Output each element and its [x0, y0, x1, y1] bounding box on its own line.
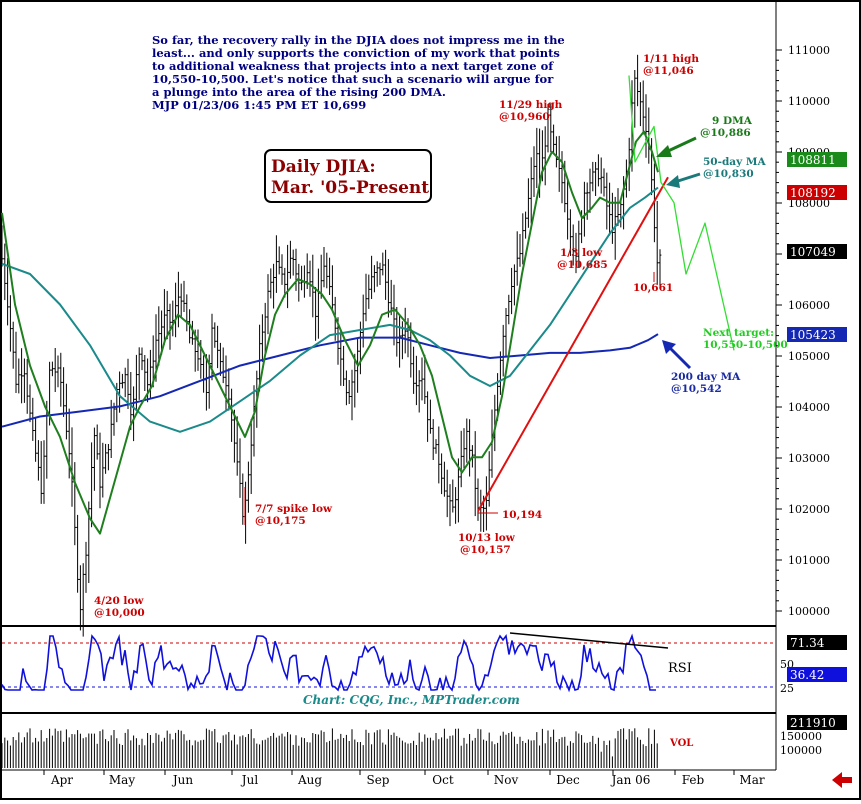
- chart-title: Daily DJIA:: [271, 157, 376, 177]
- value-readout: 105423: [790, 328, 836, 342]
- price-axis-tick-label: 104000: [788, 401, 830, 414]
- commentary-line: 10,550-10,500. Let's notice that such a …: [152, 72, 554, 86]
- annotation-oct13-low-value: @10,157: [460, 544, 511, 556]
- commentary-text: So far, the recovery rally in the DJIA d…: [152, 33, 565, 112]
- annotation-next-target-range: 10,550-10,500: [703, 339, 788, 351]
- month-label: Jan 06: [610, 773, 651, 787]
- chart-title-box: Daily DJIA: Mar. '05-Present: [264, 149, 432, 203]
- annotation-jul7-low: 7/7 spike low: [255, 503, 333, 515]
- rsi-divergence-line: [509, 632, 669, 649]
- annotation-50dma-value: @10,830: [703, 168, 754, 180]
- annotation-last-low: 10,661: [633, 282, 673, 294]
- price-panel: [0, 54, 735, 637]
- price-axis-tick-label: 101000: [788, 554, 830, 567]
- arrow-200dma-head: [662, 340, 676, 354]
- arrow-9dma-head: [656, 145, 672, 157]
- annotation-jul7-low-value: @10,175: [255, 515, 306, 527]
- chart-credit: Chart: CQG, Inc., MPTrader.com: [303, 693, 520, 707]
- value-readout: 36.42: [790, 668, 824, 682]
- annotation-200dma-value: @10,542: [671, 383, 722, 395]
- annotations: 1/11 high @11,046 11/29 high @10,960 9 D…: [94, 53, 788, 619]
- price-axis-tick-label: 110000: [788, 95, 830, 108]
- annotation-oct13-low: 10/13 low: [458, 532, 516, 544]
- price-bars: [0, 54, 662, 637]
- month-label: Jul: [240, 773, 259, 787]
- annotation-9dma-value: @10,886: [700, 127, 751, 139]
- month-label: Oct: [432, 773, 454, 787]
- rsi-label: RSI: [668, 661, 692, 676]
- value-readout-box: [787, 715, 847, 730]
- price-axis-tick-label: 100000: [788, 605, 830, 618]
- annotation-arrows: [244, 136, 701, 525]
- month-label: Nov: [494, 773, 519, 787]
- annotation-trend-start: 10,194: [502, 509, 542, 521]
- annotation-jan11-high: 1/11 high: [643, 53, 699, 65]
- commentary-line: least... and only supports the convictio…: [152, 46, 560, 60]
- arrow-9dma: [665, 136, 697, 154]
- price-axis-tick-label: 111000: [788, 44, 830, 57]
- price-axis-tick-label: 105000: [788, 350, 830, 363]
- value-readouts: 108811 108192 107049 105423 71.34 36.42 211910: [787, 152, 847, 730]
- annotation-jan3-low: 1/3 low: [560, 247, 603, 259]
- trendline: [477, 176, 669, 512]
- commentary-line: a plunge into the area of the rising 200…: [152, 85, 446, 99]
- value-readout: 71.34: [790, 636, 825, 650]
- month-label: Jun: [171, 773, 194, 787]
- month-label: Apr: [50, 773, 73, 787]
- arrow-50dma: [677, 172, 701, 183]
- value-readout: 107049: [790, 245, 836, 259]
- annotation-apr20-low: 4/20 low: [94, 595, 144, 607]
- value-readout: 211910: [790, 716, 836, 730]
- value-readout-box: [787, 152, 847, 167]
- ma9-line: [1, 130, 659, 535]
- price-axis-tick-label: 103000: [788, 452, 830, 465]
- value-readout-box: [787, 185, 847, 200]
- annotation-nov29-high-value: @10,960: [499, 111, 550, 123]
- commentary-line: So far, the recovery rally in the DJIA d…: [152, 33, 565, 47]
- value-readout-box: [787, 244, 847, 259]
- annotation-9dma: 9 DMA: [712, 115, 753, 127]
- value-readout-box: [787, 327, 847, 342]
- arrow-200dma: [668, 346, 692, 370]
- chart-subtitle: Mar. '05-Present: [271, 178, 429, 198]
- rsi-axis-tick-label: 25: [780, 682, 794, 695]
- annotation-200dma: 200 day MA: [671, 371, 741, 383]
- month-axis: Apr May Jun Jul Aug Sep Oct Nov Dec Jan 06 Feb Mar: [43, 770, 765, 787]
- value-readout-box: [787, 635, 847, 650]
- volume-axis-tick-label: 150000: [780, 730, 822, 743]
- commentary-line: MJP 01/23/06 1:45 PM ET 10,699: [152, 98, 366, 112]
- annotation-jan11-high-value: @11,046: [643, 65, 694, 77]
- ma50-line: [1, 186, 659, 433]
- annotation-apr20-low-value: @10,000: [94, 607, 145, 619]
- value-readout-box: [787, 667, 847, 682]
- month-label: Aug: [297, 773, 322, 787]
- month-label: May: [109, 773, 135, 787]
- ma200-line: [1, 333, 659, 428]
- rsi-line: [1, 633, 656, 693]
- annotation-jan3-low-value: @10,685: [557, 259, 608, 271]
- annotation-50dma: 50-day MA: [703, 156, 766, 168]
- scroll-left-arrow-icon[interactable]: [832, 772, 852, 788]
- value-readout: 108192: [790, 186, 836, 200]
- annotation-nov29-high: 11/29 high: [499, 99, 563, 111]
- title-box-border: [264, 149, 432, 203]
- annotation-next-target: Next target:: [703, 327, 774, 339]
- price-axis-tick-label: 106000: [788, 299, 830, 312]
- value-readout: 108811: [790, 153, 836, 167]
- price-axis-tick-label: 108000: [788, 197, 830, 210]
- volume-label: VOL: [669, 738, 693, 749]
- month-label: Mar: [739, 773, 764, 787]
- month-label: Feb: [682, 773, 705, 787]
- commentary-line: to additional weakness that projects int…: [152, 59, 554, 73]
- month-label: Sep: [366, 773, 389, 787]
- volume-axis-tick-label: 100000: [780, 744, 822, 757]
- month-label: Dec: [556, 773, 580, 787]
- projection-line: [628, 75, 735, 351]
- price-axis-tick-label: 102000: [788, 503, 830, 516]
- arrow-50dma-head: [666, 175, 680, 188]
